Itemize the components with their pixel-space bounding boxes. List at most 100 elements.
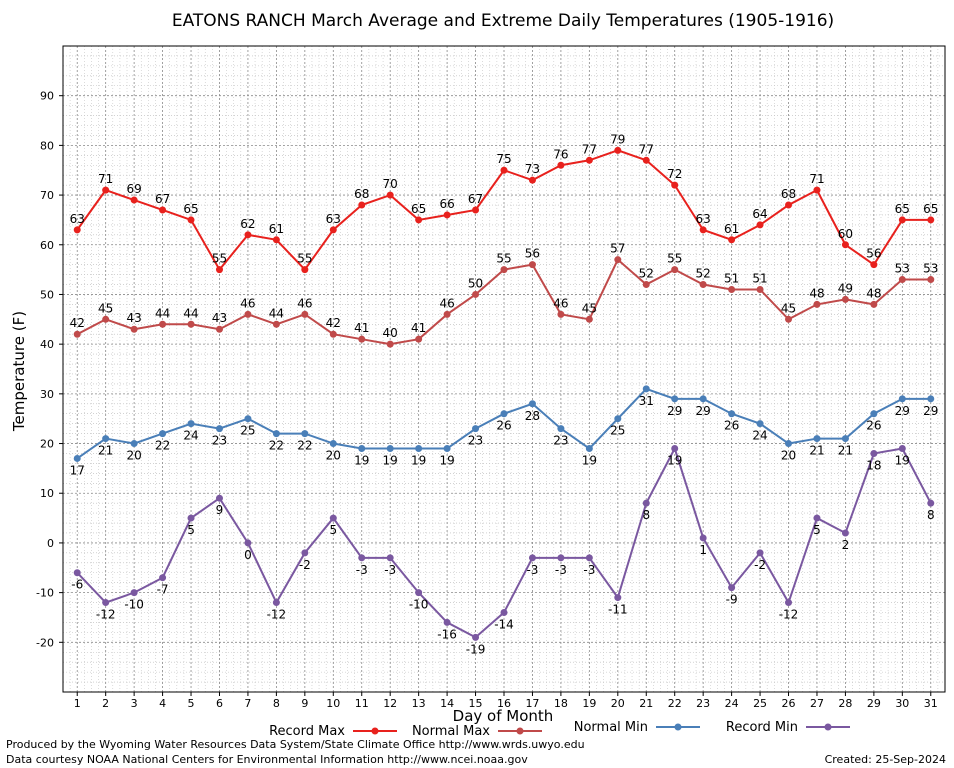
normal-max-data-label: 42 <box>70 316 85 330</box>
record-min-data-label: -16 <box>437 627 457 641</box>
normal-min-data-label: 24 <box>183 429 198 443</box>
normal-max-data-label: 53 <box>895 262 910 276</box>
record-max-point <box>358 201 366 209</box>
x-tick-label: 4 <box>159 697 166 710</box>
normal-max-point <box>841 295 849 303</box>
normal-min-point <box>301 430 309 438</box>
normal-min-point <box>386 445 394 453</box>
x-tick-label: 10 <box>326 697 340 710</box>
normal-max-legend-label: Normal Max <box>412 724 490 739</box>
normal-min-point <box>699 395 707 403</box>
normal-max-point <box>813 300 821 308</box>
record-max-point <box>870 261 878 269</box>
normal-min-point <box>500 410 508 418</box>
normal-min-data-label: 19 <box>383 454 398 468</box>
normal-max-legend-marker <box>516 727 524 735</box>
y-tick-label: 40 <box>40 338 54 351</box>
y-tick-label: -20 <box>36 636 54 649</box>
normal-min-point <box>898 395 906 403</box>
normal-min-point <box>272 430 280 438</box>
record-min-data-label: -9 <box>726 593 738 607</box>
normal-max-point <box>301 310 309 318</box>
record-min-data-label: 8 <box>927 508 935 522</box>
x-tick-label: 1 <box>74 697 81 710</box>
normal-min-data-label: 19 <box>354 454 369 468</box>
normal-max-point <box>898 276 906 284</box>
normal-max-data-label: 52 <box>696 267 711 281</box>
record-max-data-label: 69 <box>126 182 141 196</box>
normal-max-data-label: 50 <box>468 276 483 290</box>
record-min-data-label: 19 <box>667 454 682 468</box>
record-min-point <box>272 599 280 607</box>
record-min-data-label: -3 <box>384 563 396 577</box>
record-min-point <box>614 594 622 602</box>
normal-min-point <box>585 445 593 453</box>
footer-produced-by: Produced by the Wyoming Water Resources … <box>6 738 585 751</box>
record-min-point <box>927 499 935 507</box>
normal-max-data-label: 46 <box>439 296 454 310</box>
y-tick-label: 60 <box>40 239 54 252</box>
record-max-data-label: 67 <box>468 192 483 206</box>
footer-data-courtesy: Data courtesy NOAA National Centers for … <box>6 753 528 766</box>
normal-max-data-label: 49 <box>838 281 853 295</box>
record-max-data-label: 60 <box>838 227 853 241</box>
normal-min-point <box>187 420 195 428</box>
normal-max-point <box>927 276 935 284</box>
normal-min-point <box>443 445 451 453</box>
normal-min-legend-marker <box>674 723 682 731</box>
record-max-data-label: 65 <box>923 202 938 216</box>
record-max-data-label: 67 <box>155 192 170 206</box>
normal-max-data-label: 44 <box>183 306 198 320</box>
normal-min-point <box>927 395 935 403</box>
normal-min-legend-label: Normal Min <box>574 720 648 735</box>
record-min-data-label: -2 <box>299 558 311 572</box>
record-max-data-label: 61 <box>724 222 739 236</box>
normal-min-point <box>841 435 849 443</box>
normal-max-data-label: 48 <box>809 286 824 300</box>
normal-max-data-label: 44 <box>269 306 284 320</box>
normal-max-point <box>728 285 736 293</box>
normal-min-data-label: 29 <box>696 404 711 418</box>
record-max-data-label: 55 <box>212 252 227 266</box>
record-max-data-label: 68 <box>354 187 369 201</box>
record-max-point <box>841 241 849 249</box>
record-max-point <box>813 186 821 194</box>
normal-max-data-label: 56 <box>525 247 540 261</box>
record-max-data-label: 77 <box>582 142 597 156</box>
record-min-data-label: -12 <box>779 608 799 622</box>
record-min-point <box>244 539 252 547</box>
normal-max-data-label: 53 <box>923 262 938 276</box>
y-tick-label: -10 <box>36 587 54 600</box>
record-min-data-label: -2 <box>754 558 766 572</box>
normal-max-point <box>272 320 280 328</box>
normal-max-point <box>215 325 223 333</box>
normal-max-data-label: 42 <box>326 316 341 330</box>
normal-min-data-label: 31 <box>639 394 654 408</box>
record-min-point <box>386 554 394 562</box>
record-max-data-label: 62 <box>240 217 255 231</box>
x-tick-label: 30 <box>895 697 909 710</box>
x-tick-label: 22 <box>668 697 682 710</box>
record-min-point <box>813 514 821 522</box>
x-tick-label: 16 <box>497 697 511 710</box>
normal-min-data-label: 29 <box>923 404 938 418</box>
record-max-point <box>728 236 736 244</box>
normal-max-data-label: 45 <box>98 301 113 315</box>
footer-created: Created: 25-Sep-2024 <box>825 753 946 766</box>
normal-max-data-label: 51 <box>724 271 739 285</box>
record-max-data-label: 61 <box>269 222 284 236</box>
record-max-point <box>557 161 565 169</box>
record-max-point <box>443 211 451 219</box>
y-tick-label: 0 <box>47 537 54 550</box>
record-min-point <box>728 584 736 592</box>
record-max-data-label: 65 <box>895 202 910 216</box>
x-tick-label: 11 <box>355 697 369 710</box>
normal-min-data-label: 20 <box>326 449 341 463</box>
normal-max-point <box>870 300 878 308</box>
normal-max-point <box>329 330 337 338</box>
record-max-point <box>130 196 138 204</box>
record-min-point <box>671 445 679 453</box>
normal-min-point <box>472 425 480 433</box>
normal-min-data-label: 19 <box>582 454 597 468</box>
